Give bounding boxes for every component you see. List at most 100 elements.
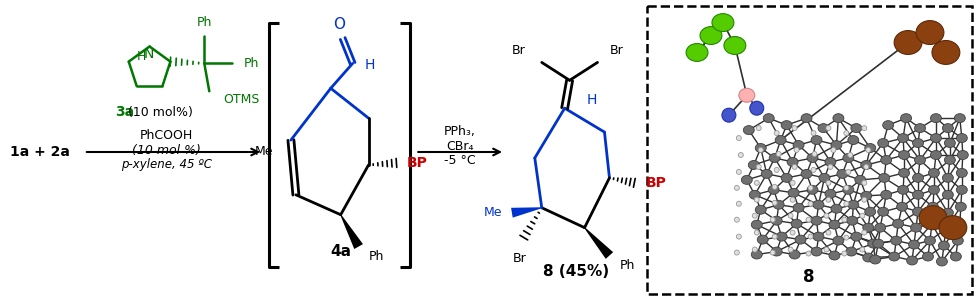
Ellipse shape <box>699 27 721 45</box>
Ellipse shape <box>880 190 891 199</box>
Ellipse shape <box>952 236 962 245</box>
Ellipse shape <box>890 236 901 245</box>
Ellipse shape <box>810 135 822 145</box>
Ellipse shape <box>843 201 848 206</box>
Ellipse shape <box>686 44 707 62</box>
Ellipse shape <box>780 121 791 130</box>
Ellipse shape <box>843 235 848 240</box>
Text: Ph: Ph <box>368 250 383 263</box>
Ellipse shape <box>940 224 951 233</box>
Text: -5 °C: -5 °C <box>444 155 475 168</box>
Ellipse shape <box>776 232 786 241</box>
Ellipse shape <box>862 223 872 232</box>
Ellipse shape <box>954 219 964 228</box>
Ellipse shape <box>867 239 878 248</box>
Ellipse shape <box>751 213 757 218</box>
Ellipse shape <box>871 239 883 248</box>
Ellipse shape <box>774 168 778 172</box>
Ellipse shape <box>908 240 918 249</box>
Ellipse shape <box>847 200 858 209</box>
Ellipse shape <box>757 235 768 244</box>
Ellipse shape <box>927 168 939 177</box>
Ellipse shape <box>791 165 796 169</box>
Ellipse shape <box>753 180 759 185</box>
Ellipse shape <box>711 14 734 32</box>
Ellipse shape <box>761 169 772 178</box>
Ellipse shape <box>824 158 835 166</box>
Ellipse shape <box>892 219 903 228</box>
Ellipse shape <box>769 154 779 162</box>
Ellipse shape <box>775 135 785 145</box>
Ellipse shape <box>929 151 941 159</box>
Ellipse shape <box>832 114 843 123</box>
Ellipse shape <box>938 216 966 240</box>
Ellipse shape <box>897 185 908 194</box>
Ellipse shape <box>926 202 938 211</box>
Ellipse shape <box>738 88 754 102</box>
Ellipse shape <box>786 158 797 166</box>
Ellipse shape <box>734 185 738 190</box>
Text: p-xylene, 45 ºC: p-xylene, 45 ºC <box>121 158 212 171</box>
Ellipse shape <box>806 185 818 194</box>
Ellipse shape <box>936 257 947 266</box>
Ellipse shape <box>773 200 783 209</box>
Polygon shape <box>340 215 363 249</box>
Ellipse shape <box>794 235 805 244</box>
Ellipse shape <box>805 217 810 222</box>
Ellipse shape <box>830 141 841 149</box>
Ellipse shape <box>878 173 889 182</box>
Ellipse shape <box>751 247 757 252</box>
Ellipse shape <box>776 152 780 156</box>
Ellipse shape <box>865 148 869 152</box>
Ellipse shape <box>938 241 949 250</box>
Ellipse shape <box>921 252 932 261</box>
Ellipse shape <box>860 161 870 169</box>
Text: BP: BP <box>645 176 665 190</box>
Text: 8 (45%): 8 (45%) <box>542 264 608 279</box>
Ellipse shape <box>911 138 922 148</box>
Ellipse shape <box>735 135 740 141</box>
Ellipse shape <box>861 180 866 185</box>
Ellipse shape <box>942 124 953 133</box>
Text: H: H <box>364 58 375 72</box>
Ellipse shape <box>915 21 943 45</box>
Ellipse shape <box>859 247 864 252</box>
Ellipse shape <box>846 216 857 225</box>
Ellipse shape <box>847 135 858 145</box>
Ellipse shape <box>805 251 810 256</box>
Ellipse shape <box>956 185 966 194</box>
Ellipse shape <box>768 185 778 194</box>
Text: OTMS: OTMS <box>223 93 259 106</box>
Ellipse shape <box>942 173 953 182</box>
Text: 4a: 4a <box>330 244 351 259</box>
Ellipse shape <box>721 108 735 122</box>
Ellipse shape <box>810 131 816 135</box>
Text: CBr₄: CBr₄ <box>446 139 473 152</box>
Ellipse shape <box>770 217 775 222</box>
Text: Br: Br <box>512 251 526 265</box>
Ellipse shape <box>789 197 794 202</box>
Ellipse shape <box>823 247 828 252</box>
Ellipse shape <box>824 189 835 198</box>
Ellipse shape <box>841 217 846 222</box>
Ellipse shape <box>843 131 848 135</box>
Ellipse shape <box>859 213 864 218</box>
Ellipse shape <box>823 213 828 218</box>
Ellipse shape <box>755 126 761 131</box>
Text: H: H <box>586 93 597 107</box>
Text: (10 mol %): (10 mol %) <box>132 144 200 157</box>
Ellipse shape <box>749 101 763 115</box>
Ellipse shape <box>750 220 762 229</box>
Ellipse shape <box>896 202 907 211</box>
Ellipse shape <box>825 126 830 131</box>
Ellipse shape <box>944 138 955 148</box>
Ellipse shape <box>754 205 766 214</box>
Ellipse shape <box>810 168 816 172</box>
Ellipse shape <box>828 220 839 229</box>
Ellipse shape <box>956 134 966 142</box>
Ellipse shape <box>877 207 888 216</box>
Ellipse shape <box>792 141 803 149</box>
Text: (10 mol%): (10 mol%) <box>127 106 193 119</box>
Ellipse shape <box>740 175 751 184</box>
Text: Me: Me <box>483 206 502 219</box>
